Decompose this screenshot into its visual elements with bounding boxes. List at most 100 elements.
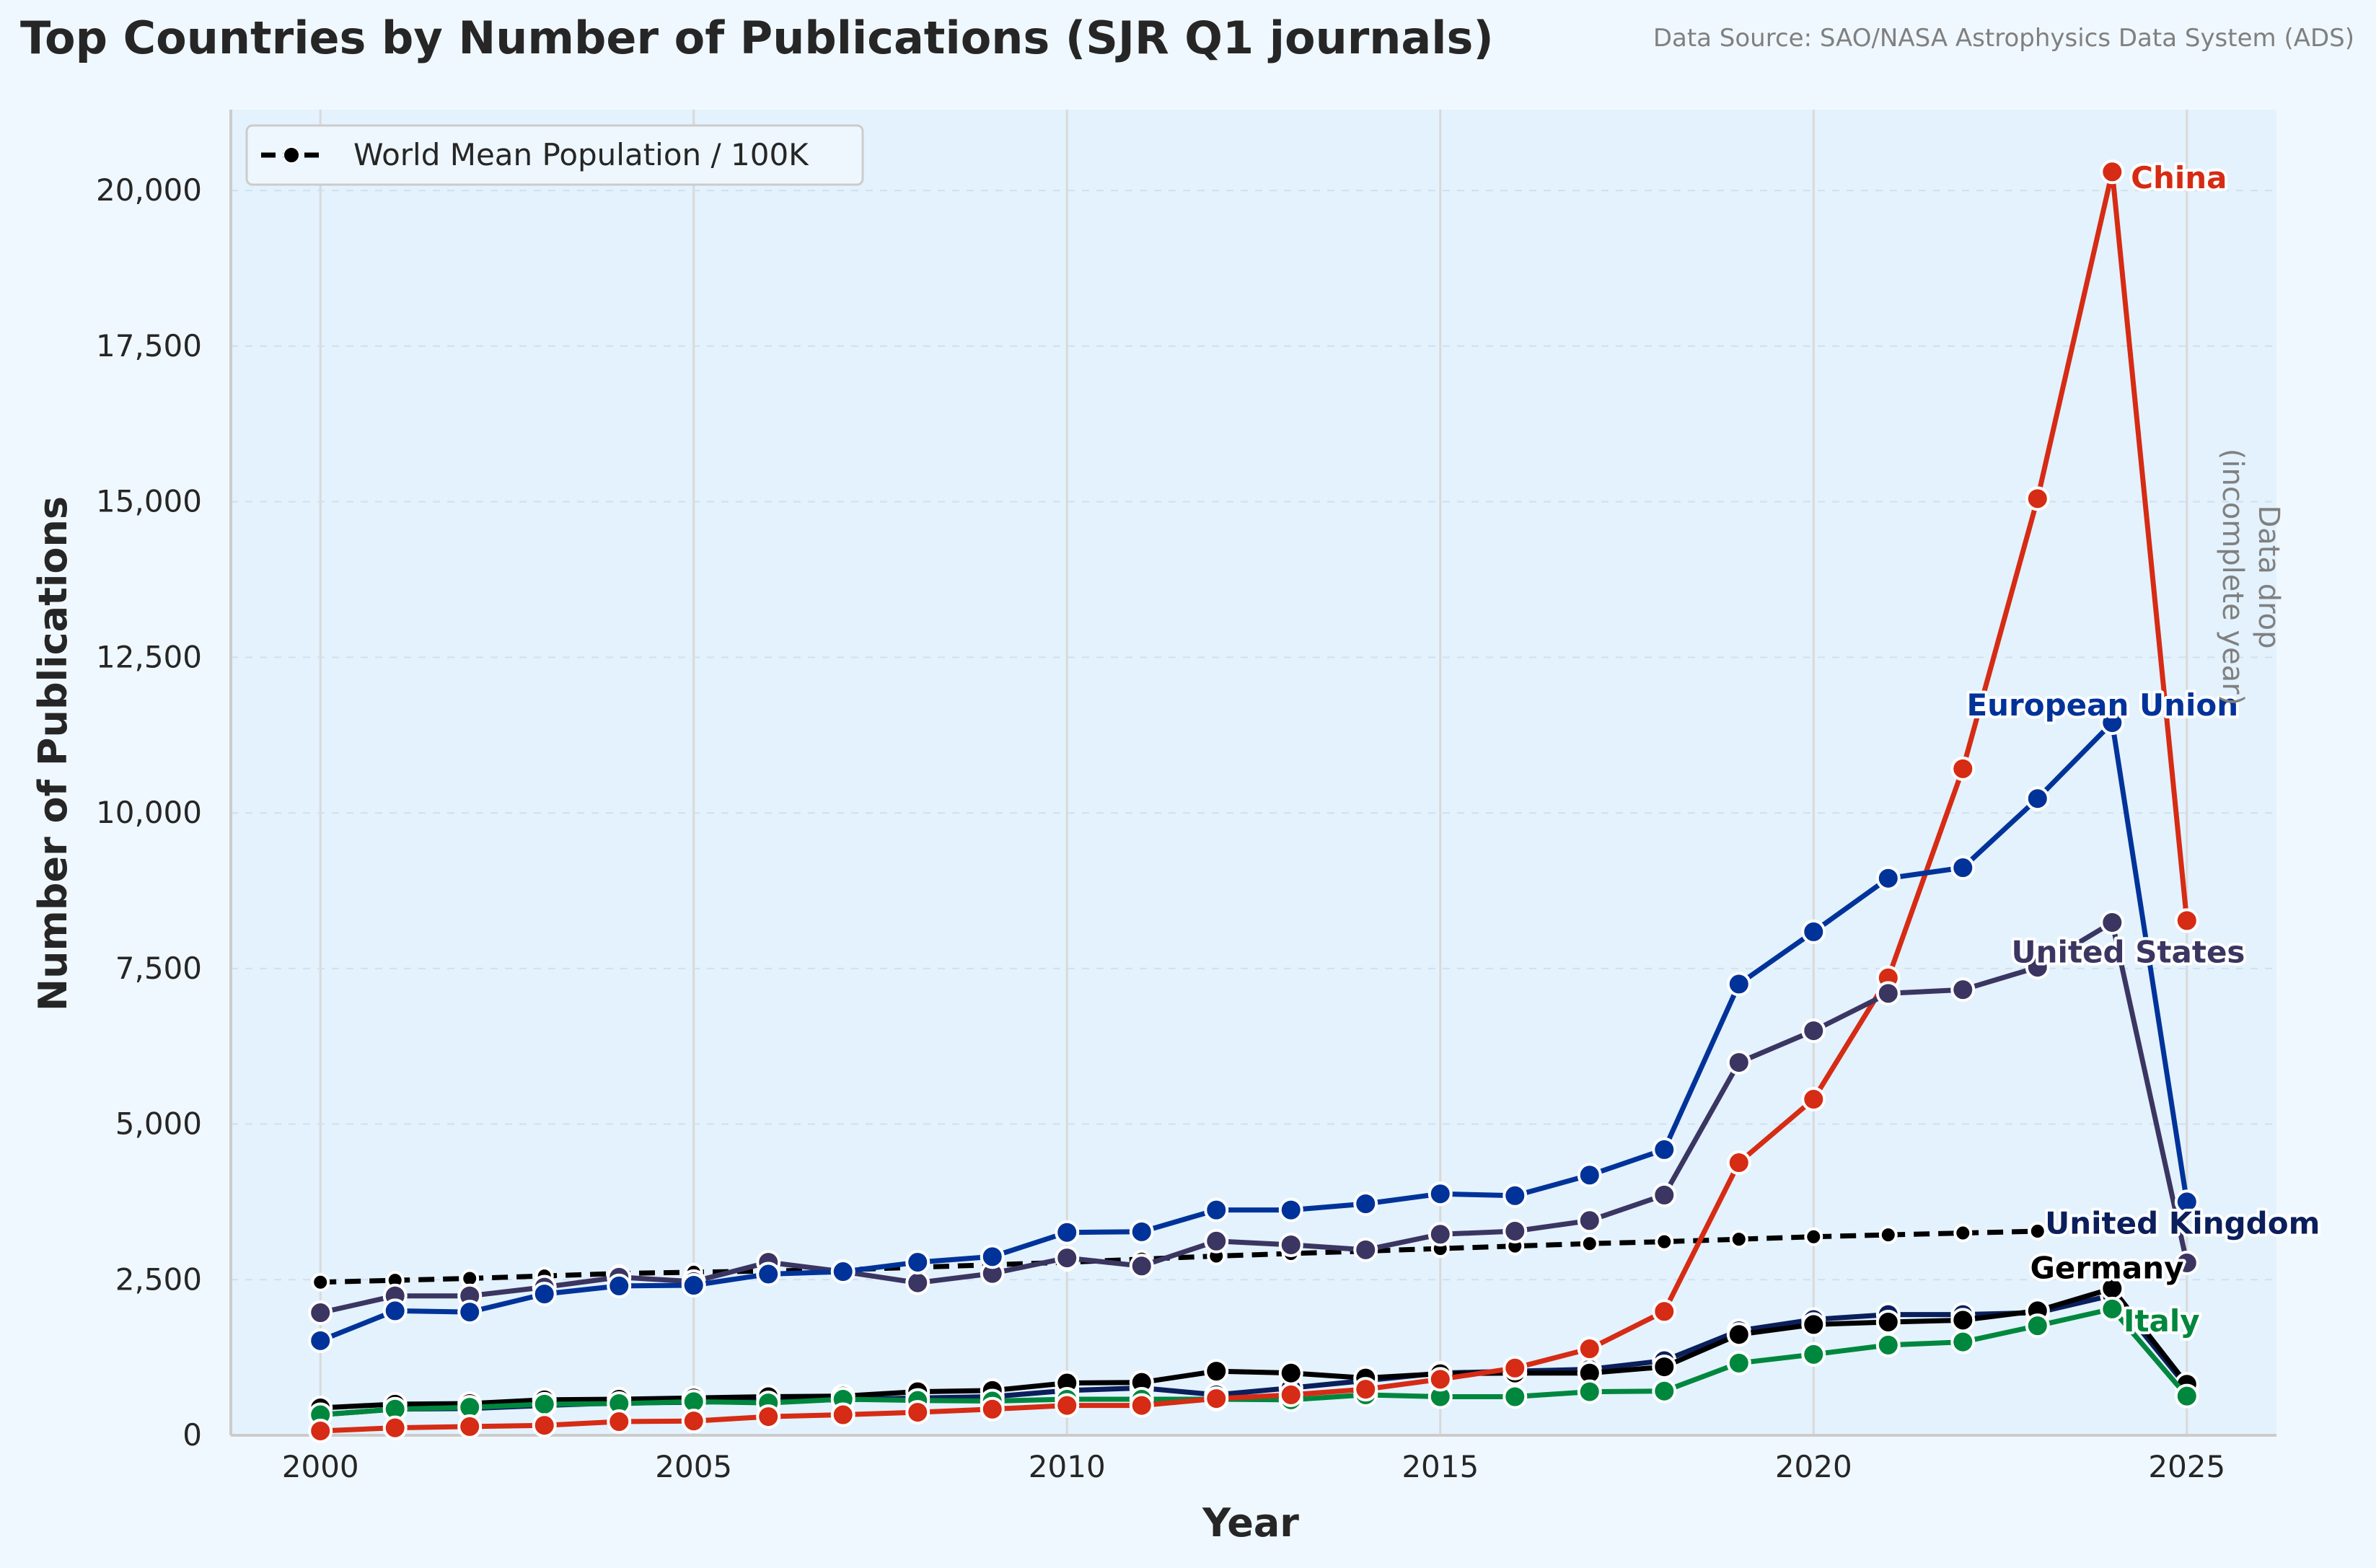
data-point [830,1402,855,1427]
data-point [607,1273,632,1298]
y-axis-label: Number of Publications [30,496,76,1011]
data-point [1950,1329,1976,1355]
data-point [1055,1246,1080,1271]
data-point [1801,1312,1826,1337]
data-point [1577,1336,1602,1362]
data-point [1129,1254,1154,1279]
data-point [756,1261,781,1287]
series-end-labels: China European Union United States United K… [1963,157,2323,1342]
data-point [1577,1163,1602,1188]
data-point [1875,981,1901,1006]
data-point [756,1404,781,1430]
data-point [2025,786,2050,811]
axes [229,110,2276,1437]
y-tick-label: 7,500 [115,951,202,986]
data-point [457,1300,483,1325]
data-point [1729,1230,1748,1249]
x-tick-label: 2015 [1402,1449,1479,1484]
data-point [1427,1222,1453,1247]
data-point [1278,1197,1303,1223]
x-tick-label: 2010 [1029,1449,1106,1484]
series-group [308,159,2199,1443]
data-point [681,1409,706,1434]
data-point [2174,1250,2199,1275]
data-point [1726,1150,1751,1176]
grid-lines [231,110,2276,1435]
data-point [607,1409,632,1435]
data-point [1278,1382,1303,1407]
data-point [1875,866,1901,891]
tick-labels: 2000 2005 2010 2015 2020 2025 0 2,500 5,000 7,500… [96,172,2225,1484]
data-point [1801,1087,1826,1112]
data-point [1652,1355,1677,1380]
data-point [2174,908,2199,933]
data-point [2100,159,2125,185]
x-tick-label: 2000 [282,1449,359,1484]
data-point [1427,1181,1453,1207]
data-point [830,1259,855,1285]
data-point [1055,1393,1080,1418]
data-point [1652,1182,1677,1207]
data-point [308,1328,333,1353]
data-point [1878,1225,1898,1245]
annotation-line-2: (incomplete year) [2216,449,2249,705]
annotation-line-1: Data drop [2252,505,2285,648]
data-point [532,1413,557,1438]
data-source-note: Data Source: SAO/NASA Astrophysics Data … [1653,24,2354,53]
data-point [1950,855,1976,881]
y-tick-label: 17,500 [96,328,202,364]
data-point [980,1396,1005,1422]
x-tick-label: 2025 [2148,1449,2225,1484]
series-end-label: United Kingdom [2045,1206,2320,1241]
series-european-union [308,710,2199,1353]
y-tick-label: 0 [182,1417,202,1453]
data-point [1204,1197,1229,1223]
data-point [2025,955,2050,980]
y-tick-label: 2,500 [115,1261,202,1297]
series-line [320,920,2190,1316]
data-point [1502,1384,1528,1409]
legend-entry: World Mean Population / 100K [353,137,809,172]
data-point [1726,1050,1751,1075]
data-point [1278,1232,1303,1257]
data-point [2025,1313,2050,1339]
x-tick-label: 2020 [1775,1449,1852,1484]
data-point [2100,1296,2125,1321]
data-point [1353,1237,1378,1262]
data-drop-annotation: Data drop (incomplete year) [2216,449,2285,705]
chart-title: Top Countries by Number of Publications … [20,12,1494,64]
plot-area [231,110,2276,1435]
series-end-label: China [2131,160,2227,195]
data-point [1801,1018,1826,1044]
data-point [382,1298,408,1323]
series-line [320,1285,2189,1411]
data-point [1577,1208,1602,1233]
data-point [1875,1309,1901,1334]
data-point [1950,1308,1976,1333]
data-point [1055,1220,1080,1245]
y-tick-label: 10,000 [96,795,202,830]
data-point [1950,977,1976,1003]
x-axis-label: Year [1202,1500,1299,1546]
legend-marker [283,146,300,164]
data-point [2025,486,2050,511]
data-point [1353,1191,1378,1216]
data-point [1129,1219,1154,1244]
y-tick-label: 20,000 [96,172,202,208]
data-point [1129,1393,1154,1418]
data-point [1502,1183,1528,1208]
data-point [1875,1332,1901,1357]
data-point [308,1300,333,1326]
data-point [1204,1228,1229,1254]
series-line [319,720,2190,1344]
data-point [2028,1221,2047,1241]
legend-box [245,124,864,186]
data-point [1726,1350,1751,1375]
y-tick-label: 15,000 [96,484,202,519]
y-tick-label: 12,500 [96,639,202,674]
data-point [1726,972,1751,997]
series-united-states [308,909,2199,1326]
data-point [1278,1360,1303,1386]
y-tick-label: 5,000 [115,1106,202,1142]
